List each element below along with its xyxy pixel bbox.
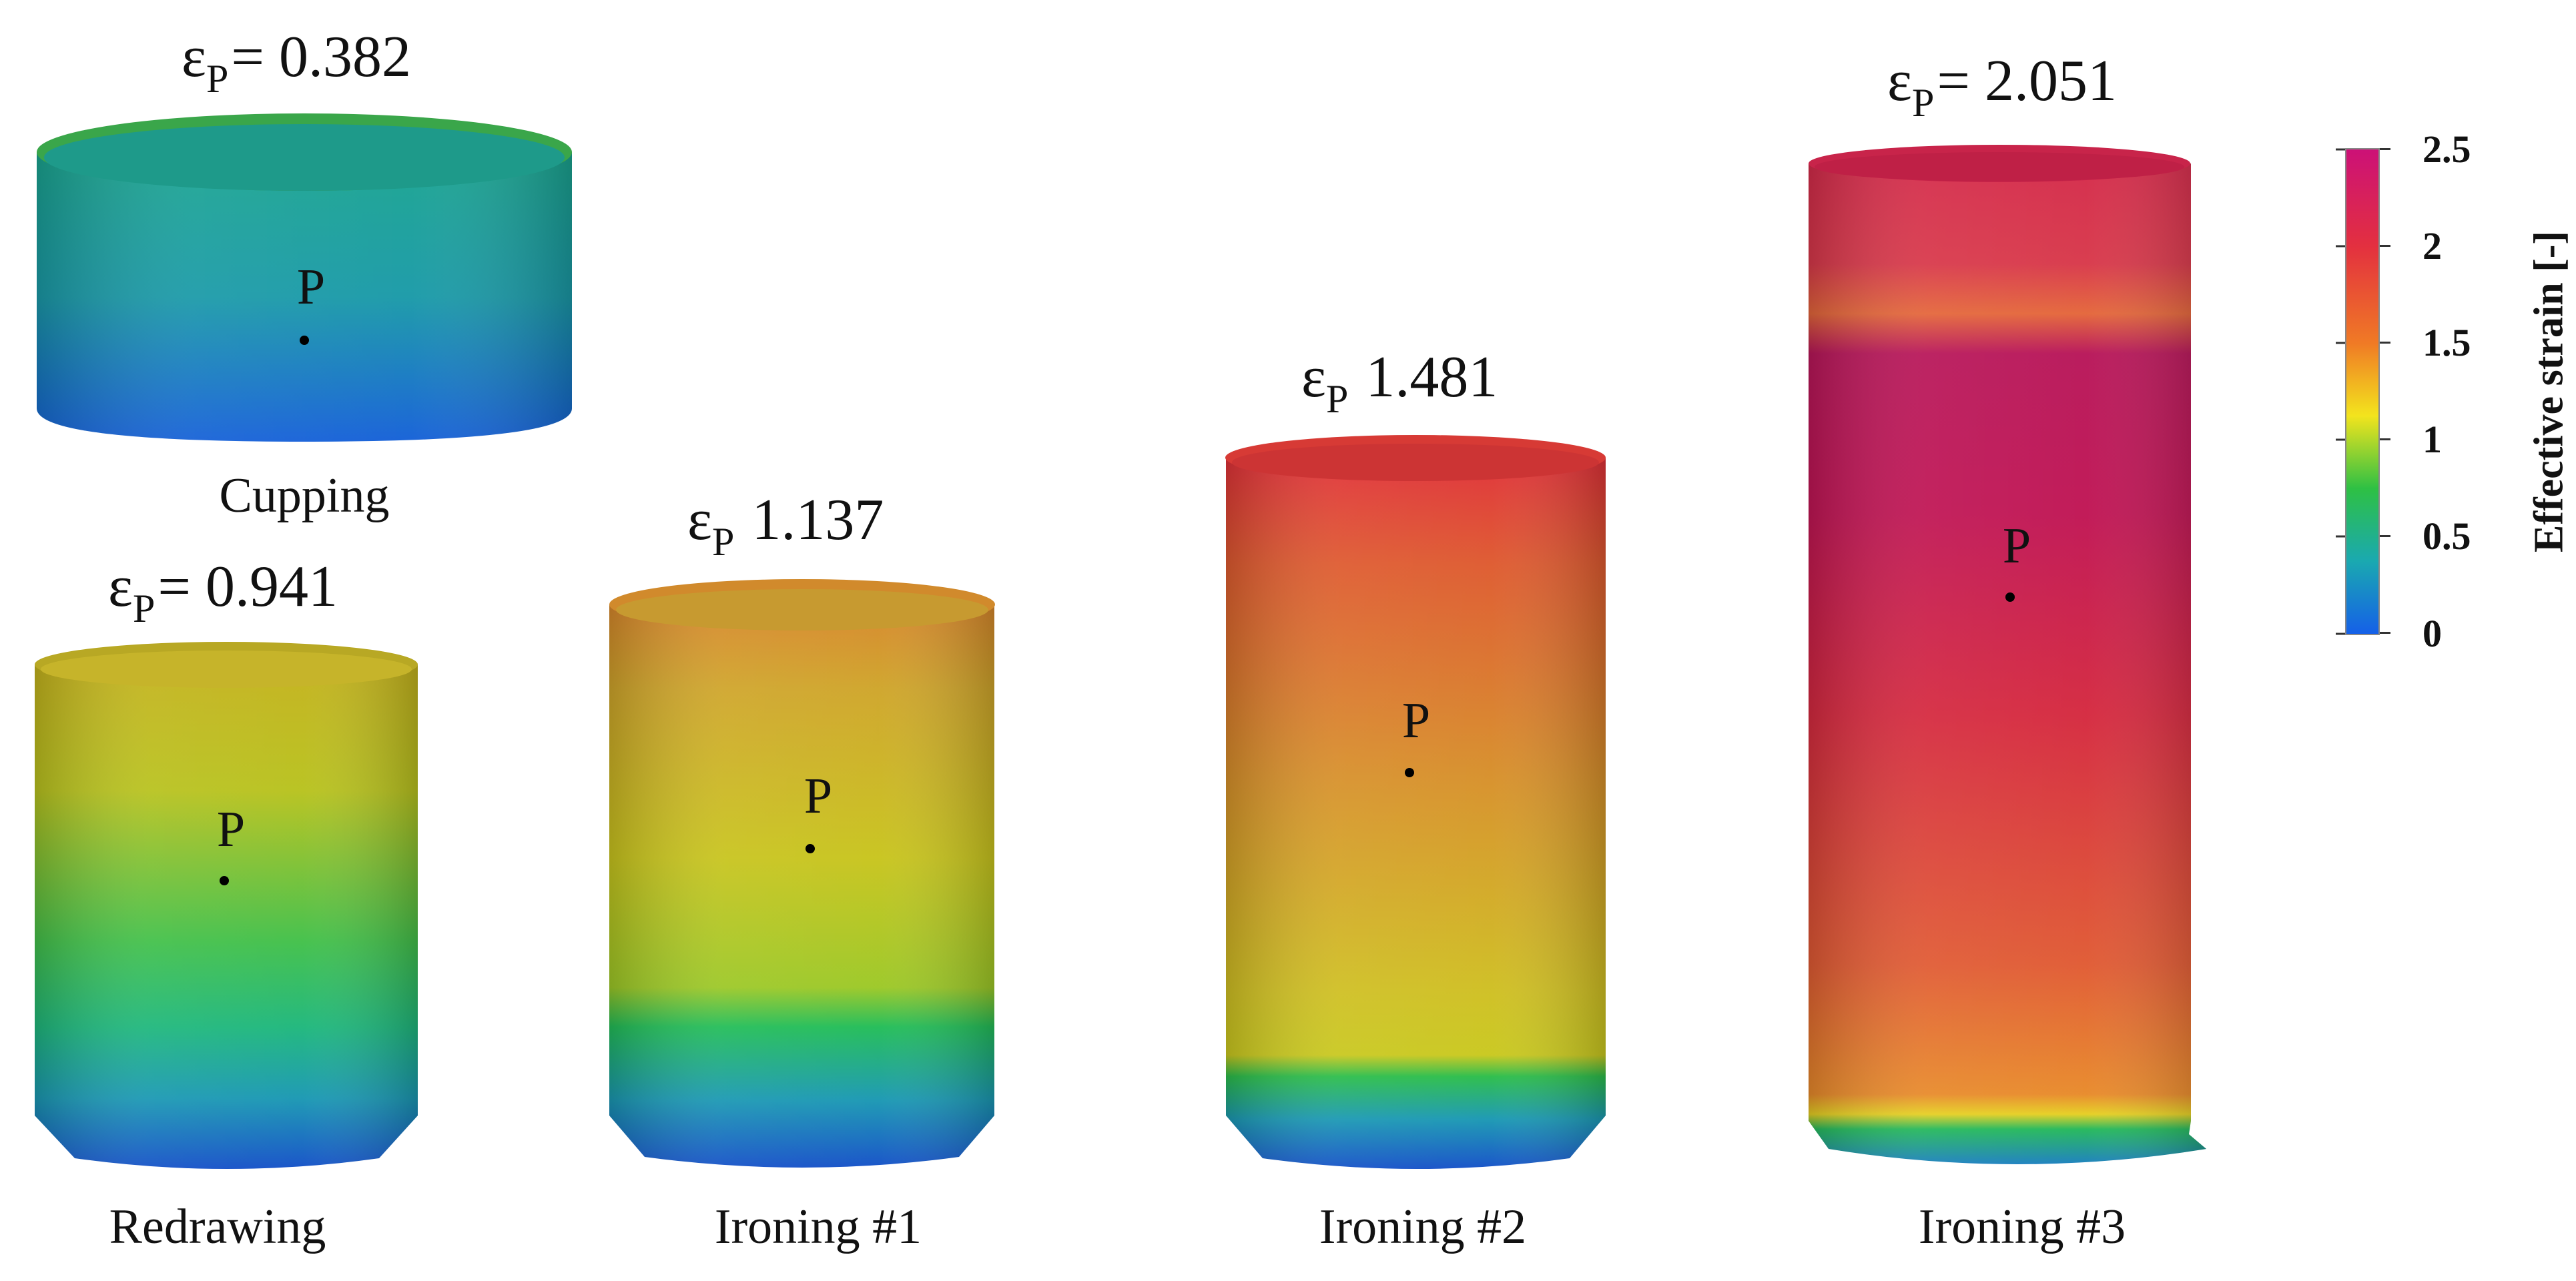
cup-redrawing	[35, 642, 418, 1169]
point-p-label: P	[296, 259, 326, 315]
strain-label-ironing-1: εP 1.137	[687, 488, 884, 564]
point-p-label: P	[1401, 693, 1431, 749]
strain-label-redrawing: εP= 0.941	[108, 554, 338, 630]
colorbar-tick-label: 1	[2423, 418, 2442, 461]
cup-ironing-2	[1225, 435, 1606, 1169]
stage-label-ironing-1: Ironing #1	[714, 1200, 922, 1254]
point-p-label: P	[2002, 518, 2031, 574]
stage-label-ironing-3: Ironing #3	[1918, 1200, 2126, 1254]
stage-label-cupping: Cupping	[219, 468, 390, 523]
colorbar-tick-label: 0	[2423, 612, 2442, 655]
colorbar-tick-label: 0.5	[2423, 514, 2471, 558]
colorbar-tick-label: 2	[2423, 224, 2442, 268]
cup-ironing-3	[1809, 145, 2206, 1164]
point-p-marker	[2005, 592, 2015, 602]
strain-label-ironing-3: εP= 2.051	[1887, 49, 2117, 125]
colorbar-tick	[2380, 245, 2390, 247]
colorbar-tick-label: 1.5	[2423, 321, 2471, 364]
colorbar-tick	[2380, 148, 2390, 150]
colorbar-tick	[2380, 632, 2390, 634]
colorbar-left-ticks	[2336, 148, 2345, 635]
point-p-marker	[300, 336, 309, 345]
colorbar-tick	[2380, 535, 2390, 537]
strain-label-cupping: εP= 0.382	[182, 25, 411, 101]
strain-label-ironing-2: εP 1.481	[1301, 345, 1498, 421]
point-p-label: P	[803, 768, 833, 824]
colorbar-tick-label: 2.5	[2423, 127, 2471, 171]
point-p-marker	[1405, 768, 1414, 777]
cup-ironing-1	[609, 579, 995, 1168]
colorbar-tick	[2380, 342, 2390, 344]
colorbar-tick	[2380, 438, 2390, 440]
cup-cupping	[37, 113, 572, 442]
colorbar	[2345, 148, 2380, 635]
point-p-marker	[220, 876, 229, 885]
stage-label-redrawing: Redrawing	[109, 1200, 326, 1254]
stage-label-ironing-2: Ironing #2	[1319, 1200, 1527, 1254]
point-p-marker	[806, 844, 815, 853]
point-p-label: P	[216, 801, 246, 857]
colorbar-title: Effective strain [-]	[2526, 230, 2572, 553]
